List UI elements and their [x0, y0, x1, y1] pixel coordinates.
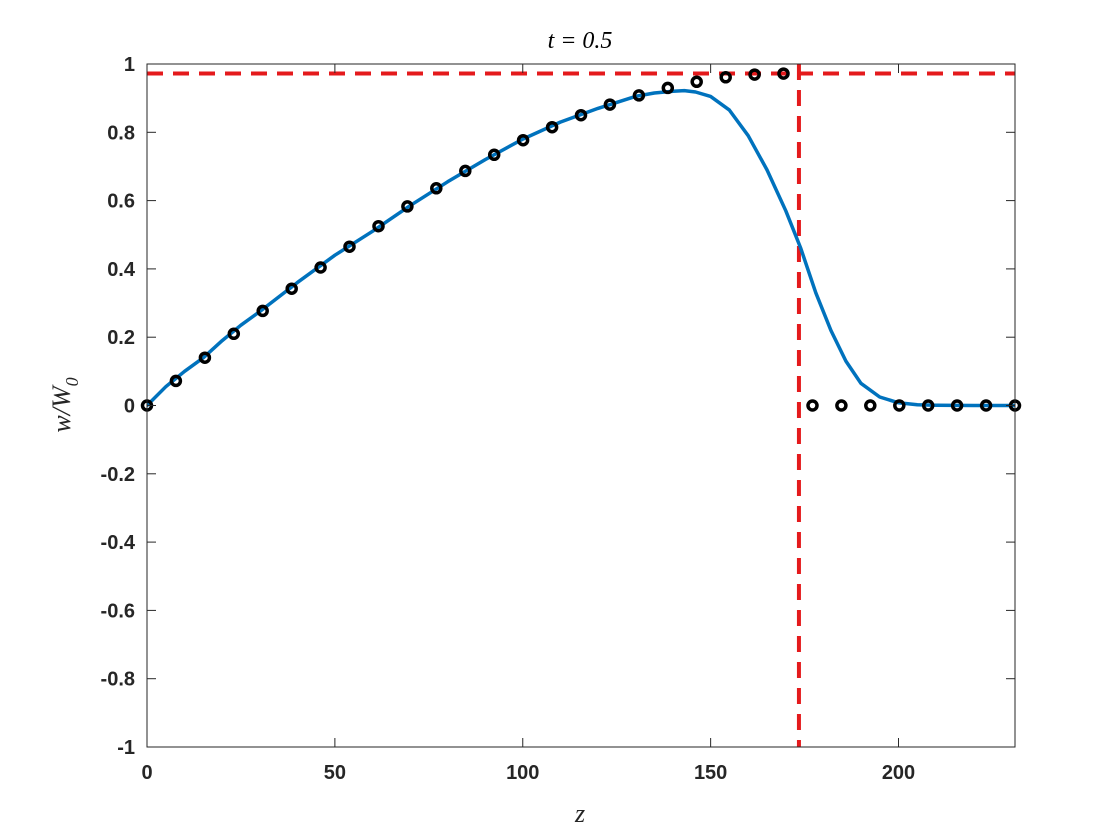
data-point: [545, 120, 559, 134]
data-point: [198, 351, 212, 364]
data-point: [661, 81, 675, 95]
y-tick-label: -0.2: [101, 464, 135, 486]
y-tick-label: 0.8: [107, 122, 135, 144]
data-point: [921, 399, 935, 412]
data-point: [835, 399, 848, 412]
y-axis-title: w/W0: [47, 377, 82, 432]
y-tick-label: -0.4: [101, 532, 136, 554]
y-tick-label: -0.8: [101, 669, 135, 691]
y-axis-title-subscript: 0: [62, 377, 82, 386]
data-point: [314, 261, 327, 274]
data-point: [806, 399, 819, 412]
x-tick-label: 200: [882, 762, 915, 784]
chart-title: t = 0.5: [548, 28, 613, 54]
x-tick-label: 100: [506, 762, 539, 784]
series-group: [140, 67, 1022, 412]
y-tick-label: 0.4: [107, 259, 136, 281]
y-tick-label: 0: [124, 396, 135, 418]
data-point: [864, 399, 877, 412]
y-tick-label: -0.6: [101, 600, 135, 622]
y-tick-label: 0.6: [107, 191, 135, 213]
data-point: [777, 67, 790, 80]
data-point: [256, 304, 269, 318]
data-point: [632, 89, 646, 102]
axes: 0 50 100 150 200 -1 -0.8 -0.6 -0.4 -0.2 0 0.2 0.4 0.6…: [101, 54, 1016, 784]
data-point: [343, 240, 356, 253]
data-point: [459, 164, 472, 178]
x-axis-title: z: [574, 799, 585, 828]
reference-lines: [147, 64, 1015, 747]
data-point: [169, 374, 183, 388]
data-point: [285, 282, 298, 295]
data-point: [979, 399, 993, 412]
data-point: [950, 399, 964, 412]
data-point: [748, 68, 761, 81]
data-point: [603, 98, 617, 111]
x-tick-label: 0: [141, 762, 152, 784]
x-tick-label: 50: [324, 762, 346, 784]
data-point: [430, 182, 443, 195]
y-tick-label: 1: [124, 54, 135, 76]
y-tick-label: 0.2: [107, 327, 135, 349]
data-point: [372, 219, 385, 233]
data-point: [487, 148, 501, 162]
data-point: [690, 75, 703, 89]
data-point: [227, 327, 241, 341]
data-point: [893, 399, 906, 412]
y-tick-label: -1: [117, 737, 135, 759]
data-point: [574, 108, 588, 122]
data-point: [719, 71, 732, 84]
y-axis-title-main: w/W: [47, 384, 76, 433]
x-tick-label: 150: [694, 762, 727, 784]
data-point: [516, 133, 530, 147]
data-point: [401, 200, 414, 213]
